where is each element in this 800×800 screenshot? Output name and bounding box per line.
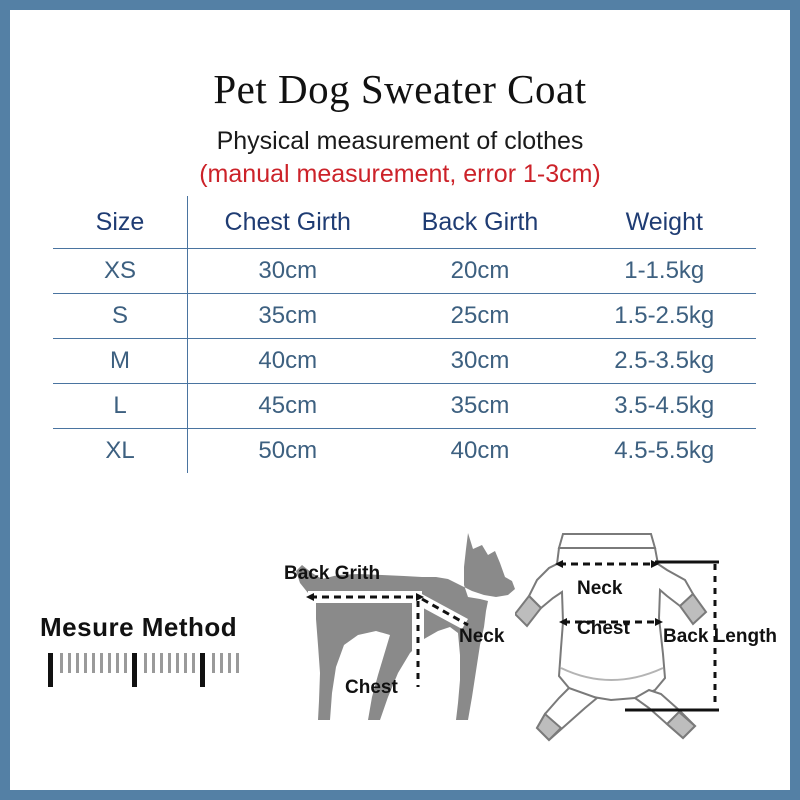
- cell-weight: 1.5-2.5kg: [572, 293, 756, 339]
- column-header-weight: Weight: [572, 196, 756, 249]
- cell-weight: 2.5-3.5kg: [572, 338, 756, 384]
- table-row: XS 30cm 20cm 1-1.5kg: [53, 248, 756, 294]
- column-header-size: Size: [53, 196, 188, 249]
- cell-weight: 3.5-4.5kg: [572, 383, 756, 429]
- coat-label-neck: Neck: [577, 578, 623, 599]
- table-row: M 40cm 30cm 2.5-3.5kg: [53, 338, 756, 384]
- cell-back-girth: 35cm: [387, 383, 573, 429]
- coat-neck-measure-line: [555, 560, 659, 568]
- table-header-row: Size Chest Girth Back Girth Weight: [53, 196, 756, 249]
- dog-label-neck: Neck: [459, 626, 505, 647]
- dog-silhouette-icon: [296, 533, 515, 720]
- cell-size: XS: [53, 248, 188, 294]
- size-table: Size Chest Girth Back Girth Weight XS 30…: [52, 195, 757, 474]
- ruler-icon: [40, 653, 240, 689]
- table-row: L 45cm 35cm 3.5-4.5kg: [53, 383, 756, 429]
- dog-label-chest: Chest: [345, 677, 398, 698]
- neck-measure-line: [421, 597, 469, 627]
- coat-label-back-length: Back Length: [663, 626, 777, 647]
- cell-back-girth: 25cm: [387, 293, 573, 339]
- cell-back-girth: 40cm: [387, 428, 573, 473]
- coat-outline-icon: [515, 533, 708, 742]
- coat-measurement-diagram: Neck Chest Back Length: [515, 518, 785, 743]
- table-row: XL 50cm 40cm 4.5-5.5kg: [53, 428, 756, 473]
- coat-label-chest: Chest: [577, 618, 630, 639]
- cell-size: XL: [53, 428, 188, 473]
- cell-chest-girth: 35cm: [187, 293, 388, 339]
- table-row: S 35cm 25cm 1.5-2.5kg: [53, 293, 756, 339]
- measure-method-title: Mesure Method: [40, 612, 238, 642]
- coat-back-length-measure-line: [625, 560, 719, 712]
- back-girth-measure-line: [306, 593, 424, 601]
- cell-weight: 4.5-5.5kg: [572, 428, 756, 473]
- dog-measurement-diagram: Back Grith Neck Chest: [272, 515, 532, 740]
- cell-chest-girth: 45cm: [187, 383, 388, 429]
- cell-size: S: [53, 293, 188, 339]
- page-title: Pet Dog Sweater Coat: [213, 66, 587, 112]
- column-header-chest-girth: Chest Girth: [187, 196, 388, 249]
- cell-chest-girth: 50cm: [187, 428, 388, 473]
- cell-weight: 1-1.5kg: [572, 248, 756, 294]
- cell-back-girth: 30cm: [387, 338, 573, 384]
- column-header-back-girth: Back Girth: [387, 196, 573, 249]
- cell-size: L: [53, 383, 188, 429]
- cell-chest-girth: 40cm: [187, 338, 388, 384]
- measurement-error-note: (manual measurement, error 1-3cm): [199, 160, 601, 188]
- cell-size: M: [53, 338, 188, 384]
- cell-back-girth: 20cm: [387, 248, 573, 294]
- coat-chest-measure-line: [559, 618, 663, 626]
- page-subtitle: Physical measurement of clothes: [216, 127, 584, 155]
- cell-chest-girth: 30cm: [187, 248, 388, 294]
- dog-label-back-girth: Back Grith: [284, 563, 380, 584]
- measure-method-block: Mesure Method: [40, 612, 270, 689]
